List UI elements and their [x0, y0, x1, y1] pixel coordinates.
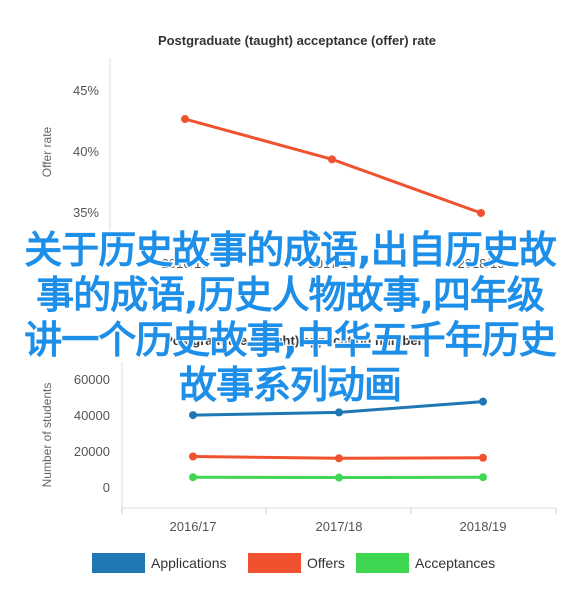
- chart1-series-line: [184, 117, 482, 215]
- application-numbers-chart: Postgraduate (taught) application number…: [40, 333, 557, 573]
- chart1-series: [181, 115, 485, 217]
- chart2-x-tick-label: 2017/18: [316, 519, 363, 534]
- chart2-data-point: [479, 397, 487, 406]
- chart1-x-ticks: 2016/17 2017/18 2018/19: [162, 256, 505, 271]
- chart2-y-tick-label: 20000: [74, 444, 110, 459]
- chart1-y-axis-label: Offer rate: [40, 126, 54, 177]
- chart2-x-tick-label: 2016/17: [170, 519, 217, 534]
- chart2-y-axis-label: Number of students: [40, 383, 54, 488]
- chart2-title: Postgraduate (taught) application number…: [164, 333, 430, 348]
- chart1-x-tick-label: 2017/18: [309, 256, 356, 271]
- chart2-data-point: [335, 454, 343, 463]
- chart2-data-point: [189, 452, 197, 461]
- legend-swatch: [92, 553, 145, 573]
- chart1-x-tick-label: 2018/19: [458, 256, 505, 271]
- chart2-data-point: [189, 473, 197, 482]
- chart2-data-point: [335, 473, 343, 482]
- chart1-y-ticks: 35% 40% 45%: [73, 83, 99, 220]
- chart1-y-tick-label: 40%: [73, 144, 99, 159]
- chart2-y-tick-label: 40000: [74, 408, 110, 423]
- chart1-data-point: [477, 209, 485, 217]
- chart2-data-point: [479, 473, 487, 482]
- legend-swatch: [248, 553, 301, 573]
- chart2-data-point: [335, 408, 343, 417]
- legend-label: Applications: [151, 555, 227, 571]
- legend-label: Acceptances: [415, 555, 495, 571]
- chart2-y-ticks: 0 20000 40000 60000: [74, 372, 110, 495]
- chart1-title: Postgraduate (taught) acceptance (offer)…: [158, 33, 436, 48]
- chart1-data-point: [328, 155, 336, 164]
- chart2-series: [189, 397, 487, 482]
- chart1-x-tick-label: 2016/17: [162, 256, 209, 271]
- chart2-legend: Applications Offers Acceptances: [92, 553, 495, 573]
- chart2-x-tick-label: 2018/19: [460, 519, 507, 534]
- chart2-y-tick-label: 0: [103, 480, 110, 495]
- chart2-y-tick-label: 60000: [74, 372, 110, 387]
- chart2-data-point: [189, 411, 197, 420]
- chart2-data-point: [479, 453, 487, 462]
- chart1-y-tick-label: 45%: [73, 83, 99, 98]
- legend-label: Offers: [307, 555, 345, 571]
- chart1-y-tick-label: 35%: [73, 205, 99, 220]
- chart1-data-point: [181, 115, 189, 124]
- legend-swatch: [356, 553, 409, 573]
- chart2-x-ticks: 2016/17 2017/18 2018/19: [121, 508, 557, 534]
- offer-rate-chart: Postgraduate (taught) acceptance (offer)…: [40, 33, 505, 271]
